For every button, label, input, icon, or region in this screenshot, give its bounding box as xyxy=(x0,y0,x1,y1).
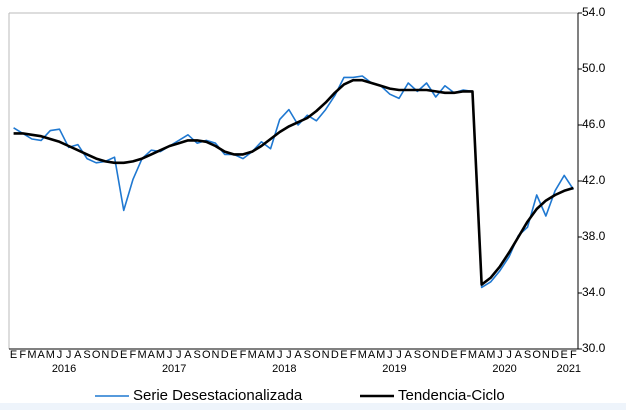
x-tick-label: D xyxy=(551,349,559,361)
x-tick-label: N xyxy=(432,349,440,361)
x-tick-label: M xyxy=(376,349,385,361)
x-tick-label: O xyxy=(532,349,541,361)
x-tick-label: J xyxy=(277,349,283,361)
x-tick-label: M xyxy=(468,349,477,361)
x-tick-label: M xyxy=(46,349,55,361)
x-tick-label: A xyxy=(148,349,156,361)
x-year-label: 2018 xyxy=(272,363,296,375)
x-tick-label: D xyxy=(331,349,339,361)
y-tick-label: 50.0 xyxy=(582,61,606,75)
x-tick-label: F xyxy=(19,349,26,361)
x-tick-label: M xyxy=(27,349,36,361)
x-tick-label: A xyxy=(184,349,192,361)
x-tick-label: S xyxy=(193,349,200,361)
x-tick-label: J xyxy=(387,349,393,361)
x-tick-label: E xyxy=(450,349,457,361)
x-tick-label: J xyxy=(57,349,63,361)
legend-label: Tendencia-Ciclo xyxy=(398,387,505,404)
x-year-label: 2019 xyxy=(382,363,406,375)
x-tick-label: E xyxy=(10,349,17,361)
x-tick-label: A xyxy=(368,349,376,361)
x-tick-label: S xyxy=(304,349,311,361)
x-tick-label: F xyxy=(130,349,137,361)
x-tick-label: E xyxy=(230,349,237,361)
x-tick-label: M xyxy=(137,349,146,361)
x-tick-label: E xyxy=(340,349,347,361)
y-tick-label: 38.0 xyxy=(582,229,606,243)
x-tick-label: A xyxy=(405,349,413,361)
x-tick-label: O xyxy=(312,349,321,361)
x-tick-label: J xyxy=(506,349,512,361)
x-tick-label: O xyxy=(422,349,431,361)
x-tick-label: S xyxy=(414,349,421,361)
x-tick-label: A xyxy=(258,349,266,361)
x-tick-label: D xyxy=(111,349,119,361)
x-tick-label: F xyxy=(570,349,577,361)
x-tick-label: M xyxy=(358,349,367,361)
x-tick-label: O xyxy=(202,349,211,361)
x-tick-label: O xyxy=(92,349,101,361)
x-tick-label: J xyxy=(66,349,72,361)
x-tick-label: J xyxy=(286,349,292,361)
x-tick-label: A xyxy=(74,349,82,361)
x-tick-label: F xyxy=(350,349,357,361)
legend-label: Serie Desestacionalizada xyxy=(133,387,303,404)
x-tick-label: D xyxy=(441,349,449,361)
y-tick-label: 42.0 xyxy=(582,173,606,187)
y-tick-label: 54.0 xyxy=(582,5,606,19)
x-year-label: 2020 xyxy=(492,363,516,375)
x-tick-label: S xyxy=(524,349,531,361)
x-tick-label: J xyxy=(497,349,503,361)
x-year-label: 2016 xyxy=(52,363,76,375)
x-tick-label: E xyxy=(561,349,568,361)
x-tick-label: D xyxy=(221,349,229,361)
x-tick-label: J xyxy=(396,349,402,361)
x-tick-label: A xyxy=(294,349,302,361)
x-tick-label: F xyxy=(240,349,247,361)
series-line xyxy=(13,75,575,289)
series-line xyxy=(13,78,574,286)
x-tick-label: N xyxy=(542,349,550,361)
y-tick-label: 34.0 xyxy=(582,285,606,299)
x-tick-label: J xyxy=(176,349,182,361)
x-tick-label: N xyxy=(101,349,109,361)
x-tick-label: F xyxy=(460,349,467,361)
x-tick-label: S xyxy=(83,349,90,361)
x-tick-label: M xyxy=(248,349,257,361)
footer-strip xyxy=(0,403,626,410)
x-tick-label: E xyxy=(120,349,127,361)
x-year-label: 2017 xyxy=(162,363,186,375)
x-tick-label: N xyxy=(212,349,220,361)
y-tick-label: 30.0 xyxy=(582,341,606,355)
x-tick-label: J xyxy=(167,349,173,361)
x-tick-label: N xyxy=(322,349,330,361)
x-tick-label: M xyxy=(486,349,495,361)
x-tick-label: A xyxy=(37,349,45,361)
x-tick-label: M xyxy=(156,349,165,361)
x-tick-label: M xyxy=(266,349,275,361)
y-tick-label: 46.0 xyxy=(582,117,606,131)
x-year-label: 2021 xyxy=(557,363,581,375)
x-tick-label: A xyxy=(478,349,486,361)
x-tick-label: A xyxy=(515,349,523,361)
